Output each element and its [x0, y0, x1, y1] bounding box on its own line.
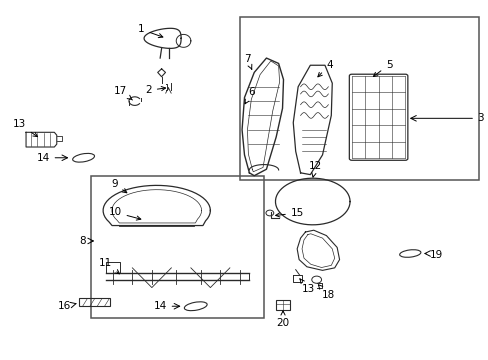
Bar [276, 300, 289, 310]
Text: 7: 7 [243, 54, 251, 69]
Text: 17: 17 [114, 86, 132, 100]
Text: 20: 20 [276, 311, 289, 328]
Text: 14: 14 [154, 301, 167, 311]
Text: 10: 10 [108, 207, 141, 220]
Text: 12: 12 [308, 161, 322, 177]
Text: 5: 5 [373, 59, 392, 77]
Text: 19: 19 [429, 249, 442, 260]
Text: 18: 18 [318, 285, 334, 300]
Bar [239, 17, 478, 180]
Text: 15: 15 [275, 208, 304, 218]
Text: 11: 11 [99, 258, 119, 274]
Bar [79, 298, 110, 306]
Text: 2: 2 [145, 85, 165, 95]
Text: 13: 13 [299, 279, 314, 294]
Text: 16: 16 [58, 301, 71, 311]
Text: 3: 3 [477, 113, 483, 123]
Text: 4: 4 [317, 59, 332, 77]
Text: 14: 14 [37, 153, 50, 163]
Text: 8: 8 [79, 236, 86, 246]
Text: 1: 1 [138, 24, 163, 38]
Text: 9: 9 [111, 179, 126, 193]
Text: 13: 13 [13, 120, 38, 136]
Text: 6: 6 [244, 87, 255, 104]
Bar [91, 176, 264, 318]
